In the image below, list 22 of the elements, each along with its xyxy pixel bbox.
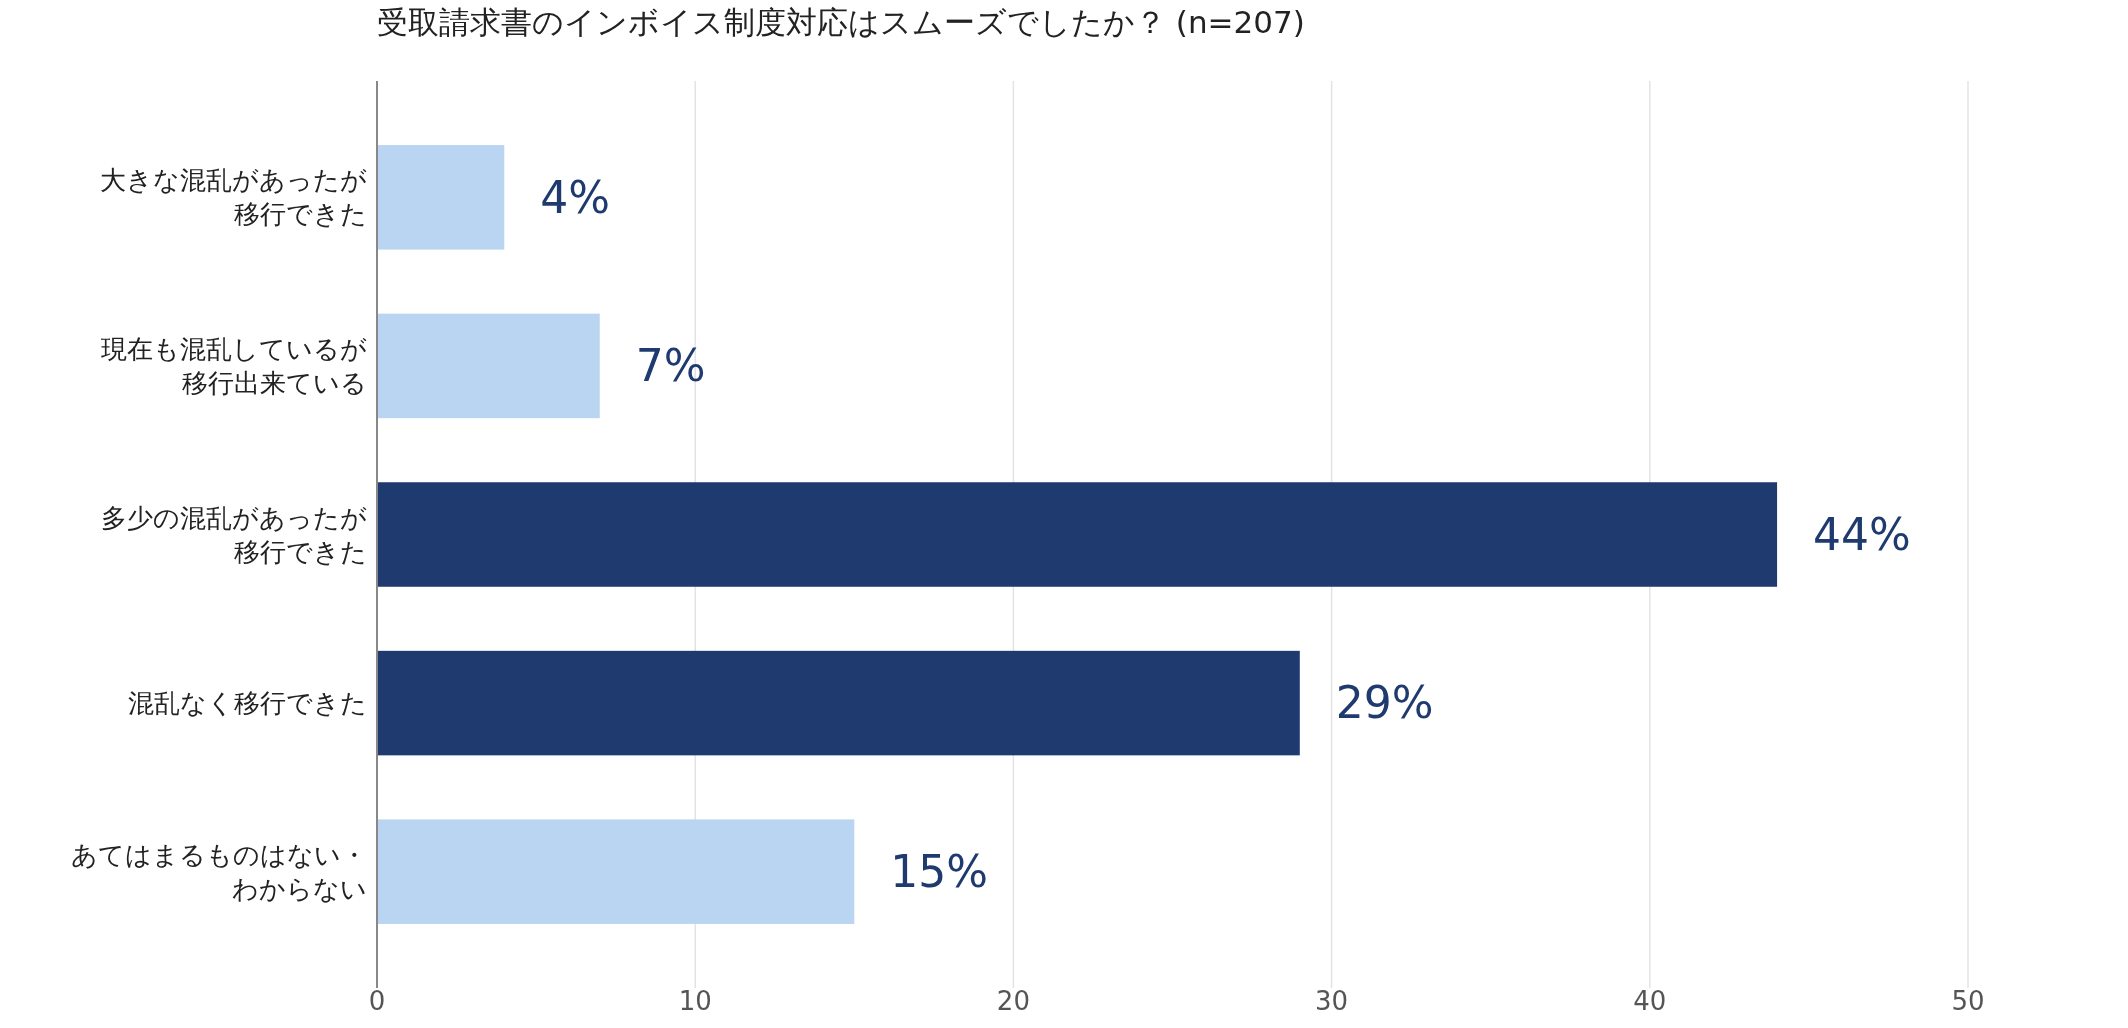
data-label: 7% — [635, 340, 706, 392]
y-tick-label: 大きな混乱があったが移行できた — [100, 165, 367, 230]
bar — [377, 819, 855, 924]
y-tick-label: 混乱なく移行できた — [128, 688, 367, 719]
x-tick-label: 0 — [368, 986, 386, 1016]
y-tick-label: あてはまるものはない・わからない — [71, 839, 367, 904]
data-label: 44% — [1813, 508, 1911, 560]
data-label: 15% — [890, 846, 989, 898]
x-tick-label: 10 — [678, 986, 712, 1016]
bar — [377, 145, 505, 250]
x-tick-label: 40 — [1633, 986, 1667, 1016]
data-label: 29% — [1335, 677, 1434, 729]
bar — [377, 313, 600, 419]
bar — [377, 650, 1300, 756]
data-label: 4% — [540, 171, 611, 223]
x-tick-label: 20 — [996, 986, 1030, 1016]
x-tick-label: 50 — [1951, 986, 1985, 1016]
bar — [377, 482, 1778, 587]
y-tick-label: 現在も混乱しているが移行出来ている — [101, 334, 367, 399]
y-tick-label: 多少の混乱があったが移行できた — [101, 502, 367, 567]
chart-title: 受取請求書のインボイス制度対応はスムーズでしたか？ (n=207) — [377, 3, 1305, 40]
x-tick-label: 30 — [1315, 986, 1349, 1016]
